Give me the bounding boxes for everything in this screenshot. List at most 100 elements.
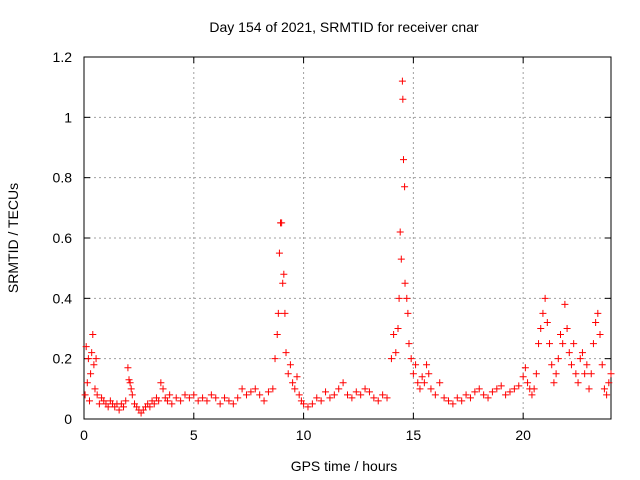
data-point (83, 379, 91, 387)
data-point (395, 294, 403, 302)
data-point (548, 361, 556, 369)
data-point (317, 397, 325, 405)
data-point (295, 391, 303, 399)
data-point (279, 279, 287, 287)
data-point (260, 397, 268, 405)
data-point (122, 397, 130, 405)
plot-frame (83, 56, 612, 420)
data-point (493, 385, 501, 393)
data-point (581, 370, 589, 378)
data-point (330, 391, 338, 399)
x-tick-label: 10 (296, 427, 312, 443)
data-point (278, 219, 286, 227)
data-point (589, 340, 597, 348)
data-point (234, 394, 242, 402)
data-point (88, 349, 96, 357)
data-point (275, 249, 283, 257)
data-point (326, 394, 334, 402)
data-point (115, 406, 123, 414)
data-point (185, 394, 193, 402)
data-point (552, 370, 560, 378)
data-point (488, 388, 496, 396)
data-point (273, 331, 281, 339)
data-point (565, 349, 573, 357)
data-point (282, 349, 290, 357)
data-point (168, 400, 176, 408)
data-point (399, 95, 407, 103)
data-point (398, 77, 406, 85)
data-point (407, 355, 415, 363)
data-point (574, 379, 582, 387)
data-point (466, 394, 474, 402)
data-point (539, 309, 547, 317)
data-point (322, 388, 330, 396)
data-point (414, 379, 422, 387)
data-point (92, 355, 100, 363)
data-point (344, 391, 351, 399)
data-point (127, 385, 135, 393)
y-tick-label: 0.4 (53, 290, 73, 306)
data-point (146, 403, 154, 411)
data-point (598, 361, 606, 369)
data-point (374, 397, 382, 405)
data-point (537, 325, 545, 332)
y-tick-label: 0.2 (53, 351, 73, 367)
data-point (409, 370, 417, 378)
data-point (251, 385, 259, 393)
data-point (85, 397, 93, 405)
data-point (238, 385, 246, 393)
data-point (570, 340, 578, 348)
data-point (293, 373, 301, 381)
data-point (506, 388, 514, 396)
data-point (221, 394, 229, 402)
data-point (519, 373, 527, 381)
data-point (81, 391, 89, 399)
data-point (291, 385, 299, 393)
data-point (462, 391, 470, 399)
data-point (475, 385, 483, 393)
data-point (256, 391, 264, 399)
data-point (458, 397, 466, 405)
data-point (157, 379, 165, 387)
data-point (425, 370, 433, 378)
data-point (603, 391, 611, 399)
data-point (357, 391, 365, 399)
data-point (403, 294, 411, 302)
data-point (392, 349, 400, 357)
data-point (212, 394, 220, 402)
data-point (404, 309, 412, 317)
data-point (572, 370, 580, 378)
data-point (399, 156, 407, 164)
data-point (207, 391, 215, 399)
data-point (264, 388, 272, 396)
data-point (431, 391, 439, 399)
data-point (199, 394, 207, 402)
data-point (405, 340, 413, 348)
y-axis-label: SRMTID / TECUs (5, 183, 21, 293)
data-point (225, 397, 233, 405)
data-point (583, 361, 591, 369)
data-point (289, 379, 297, 387)
data-point (607, 370, 615, 378)
data-point (445, 397, 453, 405)
data-point (567, 361, 575, 369)
data-point (304, 403, 312, 411)
data-point (281, 309, 289, 317)
data-point (365, 388, 373, 396)
data-point (177, 397, 185, 405)
data-point (550, 379, 558, 387)
data-point (563, 325, 571, 332)
data-point (90, 361, 98, 369)
data-point (559, 340, 567, 348)
data-point (423, 361, 431, 369)
data-point (383, 394, 391, 402)
data-point (124, 364, 132, 372)
y-tick-label: 1 (64, 109, 72, 125)
y-tick-label: 0 (64, 411, 72, 427)
data-point (530, 385, 538, 393)
data-point (93, 391, 101, 399)
data-point (471, 388, 479, 396)
data-point (396, 228, 404, 236)
data-point (594, 309, 602, 317)
data-point (89, 331, 97, 339)
